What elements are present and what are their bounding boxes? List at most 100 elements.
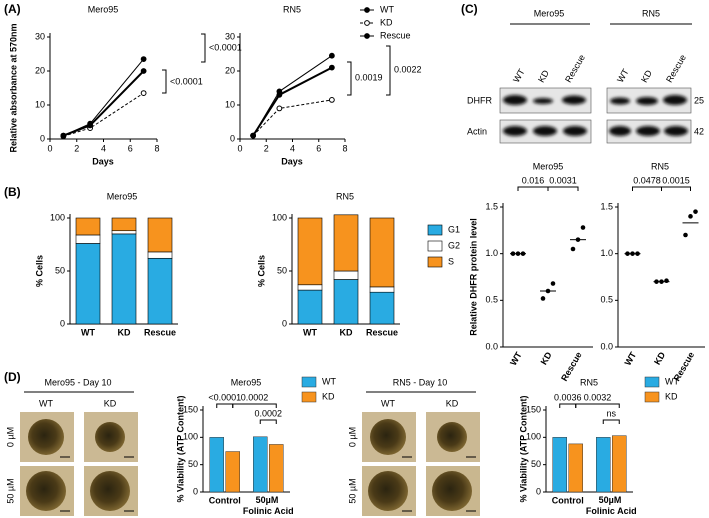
x-tick-label: 6	[316, 143, 321, 153]
y-axis-label: % Viability (ATP Content)	[175, 395, 185, 502]
bar-segment	[333, 214, 359, 272]
y-tick-label: 1.5	[485, 201, 498, 211]
legend-marker	[364, 7, 370, 13]
series-line	[63, 70, 145, 137]
spheroid	[90, 471, 130, 511]
bracket	[632, 186, 662, 191]
row-label: 50 µM	[347, 478, 357, 503]
bar-segment	[111, 217, 137, 232]
x-tick-label: 8	[342, 143, 347, 153]
chart-title: RN5	[651, 161, 669, 171]
x-tick-label: 50µM Folinic Acid	[243, 495, 294, 516]
chart-title: Mero95	[533, 161, 564, 171]
bar-segment	[297, 289, 323, 325]
x-tick-label: 4	[101, 143, 106, 153]
y-axis-label: Relative DHFR protein level	[468, 218, 478, 336]
x-tick-label: 8	[154, 143, 159, 153]
bracket	[517, 186, 549, 191]
x-tick-label: 4	[290, 143, 295, 153]
point	[328, 97, 335, 103]
blot-row-label: DHFR	[467, 95, 492, 105]
x-tick-label: 0	[47, 143, 52, 153]
bracket	[216, 403, 234, 408]
y-tick-label: 50	[277, 265, 287, 275]
bar-segment	[75, 217, 101, 236]
point	[688, 214, 693, 219]
blot-group: Mero95	[534, 8, 565, 18]
column-label: KD	[446, 398, 459, 408]
chart-title: RN5	[283, 4, 301, 14]
row-label: 0 µM	[347, 427, 357, 447]
legend-label: Rescue	[380, 30, 411, 40]
point	[664, 278, 669, 284]
legend-swatch	[427, 256, 443, 268]
chart-title: RN5	[580, 377, 598, 387]
x-tick-label: 2	[74, 143, 79, 153]
chart-title: Mero95	[88, 4, 119, 14]
bar-segment	[369, 286, 395, 293]
y-tick-label: 1.0	[600, 248, 613, 258]
x-tick-label: KD	[539, 350, 554, 367]
x-axis-label: Days	[281, 156, 303, 166]
image-title: Mero95 - Day 10	[44, 377, 111, 387]
annotation: 0.0022	[394, 64, 422, 74]
x-tick-label: Rescue	[366, 327, 398, 337]
western-blot: Mero95 RN5 WT KD Rescue WT KD Rescue DHF…	[467, 8, 704, 144]
bracket	[386, 45, 391, 96]
y-axis-label: % Viability (ATP Content)	[518, 395, 528, 502]
bracket	[575, 403, 620, 408]
x-tick-label: Control	[552, 495, 584, 505]
y-tick-label: 0	[60, 318, 65, 328]
x-tick-label: KD	[340, 327, 353, 337]
legend-swatch	[427, 240, 443, 252]
bar	[253, 436, 268, 493]
legend-label: KD	[665, 391, 678, 401]
legend-label: S	[448, 256, 454, 266]
bar	[225, 451, 240, 493]
point	[550, 281, 556, 286]
y-tick-label: 30	[225, 31, 235, 41]
y-tick-label: 0	[536, 486, 541, 496]
legend-swatch	[301, 376, 317, 388]
y-tick-label: 20	[35, 65, 45, 75]
annotation: <0.0001	[209, 42, 242, 52]
legend-label: KD	[380, 17, 393, 27]
blot-group: RN5	[642, 8, 660, 18]
y-tick-label: 100	[526, 432, 541, 442]
legend-swatch	[644, 376, 660, 388]
panel-label: (C)	[461, 2, 478, 16]
bracket	[232, 403, 277, 408]
point	[87, 122, 94, 129]
legend-label: G1	[448, 224, 460, 234]
y-tick-label: 150	[183, 404, 198, 414]
annotation: 0.016	[522, 175, 545, 185]
y-tick-label: 10	[225, 99, 235, 109]
chart-title: Mero95	[107, 191, 138, 201]
x-tick-label: 2	[264, 143, 269, 153]
bar-segment	[75, 234, 101, 244]
series-line	[252, 66, 333, 137]
lane-label: Rescue	[664, 53, 688, 84]
spheroid	[368, 471, 408, 511]
lane-label: WT	[615, 67, 631, 85]
y-tick-label: 0	[282, 318, 287, 328]
y-tick-label: 0.5	[485, 295, 498, 305]
point	[683, 232, 688, 238]
y-tick-label: 1.0	[485, 248, 498, 258]
y-tick-label: 10	[35, 99, 45, 109]
panel-label: (A)	[4, 2, 21, 16]
bar-segment	[147, 217, 173, 253]
x-tick-label: WT	[623, 350, 639, 368]
x-tick-label: Control	[209, 495, 241, 505]
blot-size: 42	[694, 126, 704, 136]
bar-segment	[333, 279, 359, 325]
y-tick-label: 100	[50, 212, 65, 222]
x-tick-label: WT	[508, 350, 524, 368]
y-tick-label: 0	[230, 133, 235, 143]
bracket	[602, 419, 620, 424]
y-tick-label: 100	[272, 212, 287, 222]
row-label: 50 µM	[5, 478, 15, 503]
series-line	[63, 58, 145, 137]
annotation: 0.0036	[554, 392, 582, 402]
bracket	[347, 61, 352, 96]
